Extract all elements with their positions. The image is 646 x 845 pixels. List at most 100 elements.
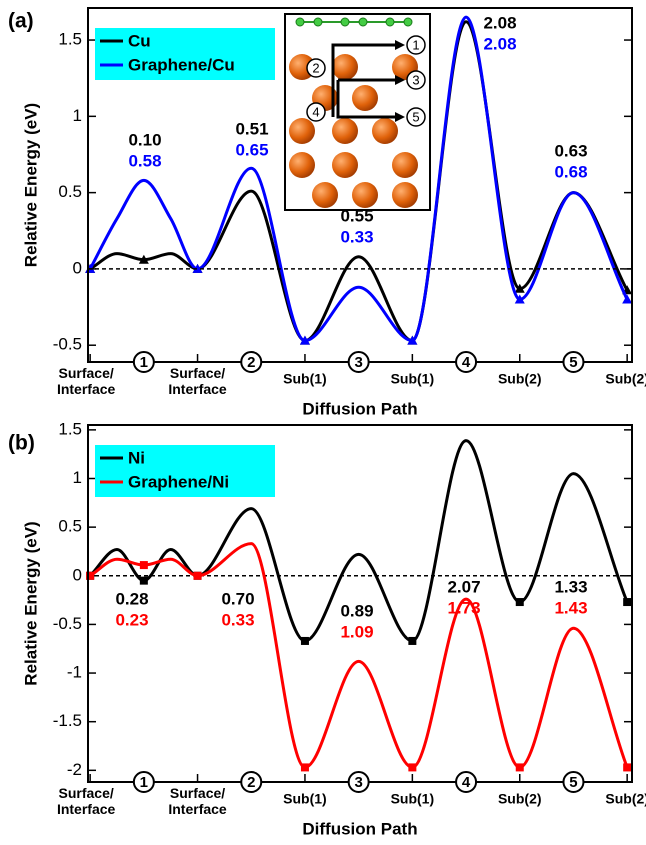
legend-label: Graphene/Ni	[128, 472, 229, 491]
x-tick-label: 3	[354, 354, 362, 371]
x-axis-title: Diffusion Path	[302, 399, 417, 418]
legend-box	[95, 445, 275, 497]
x-tick-label: Sub(1)	[283, 791, 327, 807]
marker	[515, 598, 524, 607]
graphene-atoms	[295, 17, 413, 27]
x-tick-label: 1	[140, 774, 148, 791]
panel-label: (a)	[8, 10, 34, 33]
x-tick-label: 2	[247, 774, 255, 791]
inset-schematic: 1 2 3 4 5	[284, 13, 431, 211]
x-tick-label: 3	[354, 774, 362, 791]
x-tick-circle	[132, 351, 155, 373]
marker	[407, 335, 418, 345]
x-tick-label: Sub(2)	[498, 371, 542, 387]
barrier-label: 0.51	[235, 119, 268, 138]
y-axis-title: Relative Energy (eV)	[21, 521, 40, 685]
barrier-label: 2.07	[447, 577, 480, 596]
barrier-label: 2.08	[483, 34, 516, 53]
barrier-label: 0.28	[115, 589, 148, 608]
marker	[408, 636, 417, 645]
marker	[622, 294, 633, 304]
inset-arrows	[331, 43, 398, 119]
marker	[514, 294, 525, 304]
barrier-label: 0.70	[221, 589, 254, 608]
x-tick-circle	[240, 351, 263, 373]
x-tick-label: Surface/Interface	[57, 785, 116, 817]
y-tick-label: 1	[73, 468, 82, 487]
barrier-label: 1.09	[340, 622, 373, 641]
barrier-label: 0.23	[115, 610, 148, 629]
marker	[86, 571, 95, 580]
legend-label: Ni	[128, 448, 145, 467]
x-tick-circle	[562, 771, 585, 793]
y-tick-label: 1.5	[58, 30, 82, 49]
x-tick-circle	[132, 771, 155, 793]
marker	[139, 576, 148, 585]
legend-label: Cu	[128, 31, 151, 50]
barrier-label: 0.33	[340, 227, 373, 246]
y-tick-label: -0.5	[53, 614, 82, 633]
legend-box	[95, 28, 275, 80]
y-axis-title: Relative Energy (eV)	[21, 103, 40, 267]
barrier-label: 1.33	[554, 577, 587, 596]
y-tick-label: -1.5	[53, 711, 82, 730]
barrier-label: 0.89	[340, 601, 373, 620]
x-tick-circle	[240, 771, 263, 793]
legend-label: Graphene/Cu	[128, 55, 235, 74]
x-tick-label: Sub(2)	[605, 371, 646, 387]
x-tick-label: 4	[462, 354, 471, 371]
x-tick-circle	[347, 351, 370, 373]
barrier-label: 1.43	[554, 598, 587, 617]
panel-label: (b)	[8, 432, 35, 455]
marker	[300, 763, 309, 772]
barrier-label: 0.55	[340, 206, 373, 225]
x-tick-circle	[347, 771, 370, 793]
marker	[192, 263, 203, 273]
marker	[514, 283, 525, 293]
x-tick-circle	[455, 771, 478, 793]
y-tick-label: -2	[67, 760, 82, 779]
barrier-label: 0.68	[554, 162, 587, 181]
y-tick-label: -1	[67, 663, 82, 682]
marker	[193, 571, 202, 580]
x-tick-label: Sub(2)	[605, 791, 646, 807]
inset-circles	[306, 35, 426, 127]
marker	[623, 598, 632, 607]
x-tick-label: 5	[569, 354, 577, 371]
series-line	[89, 439, 629, 643]
x-tick-label: 4	[462, 774, 471, 791]
marker	[515, 763, 524, 772]
y-tick-label: 0	[73, 258, 82, 277]
x-tick-label: Sub(1)	[391, 371, 435, 387]
series-line	[89, 542, 629, 769]
inset-label: 3	[412, 72, 419, 87]
x-tick-label: 2	[247, 354, 255, 371]
x-tick-circle	[455, 351, 478, 373]
y-tick-label: 0.5	[58, 182, 82, 201]
marker	[138, 254, 149, 264]
barrier-label: 0.65	[235, 140, 268, 159]
x-tick-label: Sub(1)	[391, 791, 435, 807]
x-tick-label: Surface/Interface	[168, 785, 227, 817]
y-tick-label: 0.5	[58, 517, 82, 536]
inset-label: 5	[412, 109, 419, 124]
x-tick-circle	[562, 351, 585, 373]
inset-label: 4	[312, 104, 319, 119]
marker	[299, 335, 310, 345]
inset-label: 1	[412, 37, 419, 52]
barrier-label: 0.10	[128, 130, 161, 149]
marker	[408, 763, 417, 772]
x-tick-label: Sub(1)	[283, 371, 327, 387]
y-tick-label: -0.5	[53, 335, 82, 354]
x-tick-label: 5	[569, 774, 577, 791]
barrier-label: 0.63	[554, 141, 587, 160]
barrier-label: 1.73	[447, 598, 480, 617]
barrier-label: 0.33	[221, 610, 254, 629]
inset-label: 2	[312, 60, 319, 75]
x-tick-label: Surface/Interface	[168, 365, 227, 397]
x-tick-label: 1	[140, 354, 148, 371]
marker	[139, 561, 148, 570]
x-axis-title: Diffusion Path	[302, 819, 417, 838]
barrier-label: 2.08	[483, 13, 516, 32]
